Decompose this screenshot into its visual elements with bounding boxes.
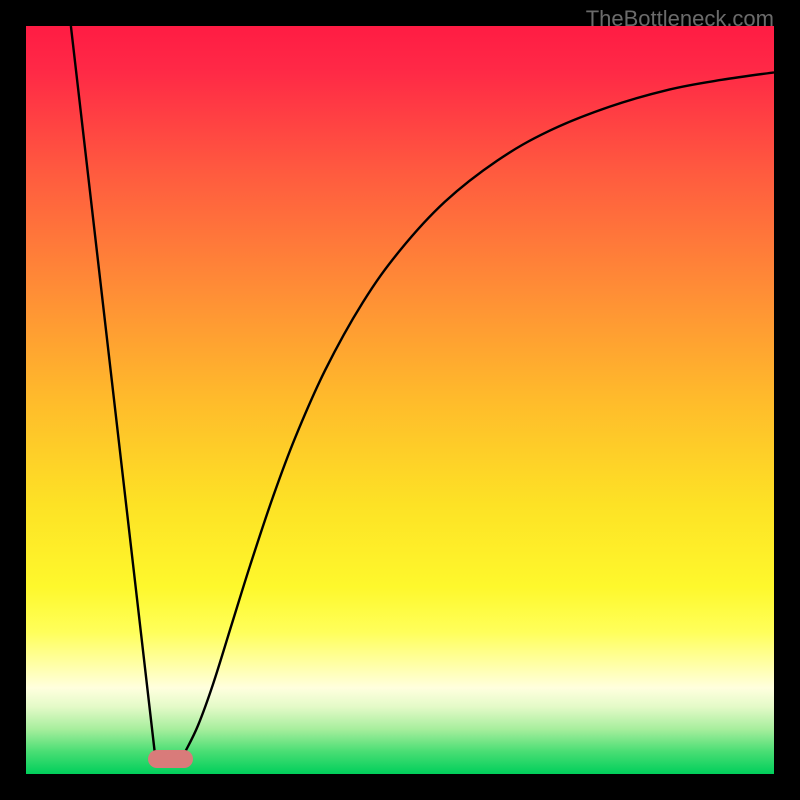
optimum-marker [148,750,193,768]
plot-area [26,26,774,774]
bottleneck-curve [26,26,774,774]
chart-frame: TheBottleneck.com [0,0,800,800]
